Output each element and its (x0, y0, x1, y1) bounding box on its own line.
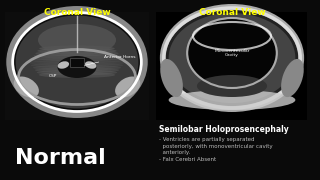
Ellipse shape (58, 61, 69, 69)
Ellipse shape (33, 65, 121, 71)
Ellipse shape (16, 15, 139, 109)
Ellipse shape (39, 72, 115, 78)
Ellipse shape (37, 69, 117, 75)
Bar (70, 58, 84, 67)
Ellipse shape (33, 53, 121, 59)
Ellipse shape (35, 50, 119, 56)
Ellipse shape (169, 13, 295, 103)
Text: Coronal View: Coronal View (44, 8, 110, 17)
Ellipse shape (85, 61, 96, 69)
Ellipse shape (38, 24, 116, 56)
Ellipse shape (14, 76, 39, 98)
Ellipse shape (39, 46, 115, 51)
Ellipse shape (31, 55, 123, 61)
Ellipse shape (166, 10, 298, 106)
Ellipse shape (37, 48, 117, 54)
Ellipse shape (160, 59, 183, 97)
Ellipse shape (188, 19, 276, 87)
Ellipse shape (115, 76, 140, 98)
Bar (156, 12, 307, 120)
Text: Semilobar Holoprosencephaly: Semilobar Holoprosencephaly (159, 125, 289, 134)
Text: CSP: CSP (48, 74, 57, 78)
Ellipse shape (169, 90, 295, 110)
Ellipse shape (197, 75, 267, 97)
Ellipse shape (29, 60, 125, 66)
Ellipse shape (281, 59, 304, 97)
Text: Normal: Normal (15, 148, 106, 168)
Text: Anterior Horns: Anterior Horns (84, 55, 136, 65)
Text: Monoventricular
Cavity: Monoventricular Cavity (214, 49, 250, 57)
Ellipse shape (29, 57, 124, 64)
Text: - Ventricles are partially separated
  posteriorly, with monoventricular cavity
: - Ventricles are partially separated pos… (159, 137, 273, 162)
Ellipse shape (35, 67, 119, 73)
Bar (5, 12, 149, 120)
Ellipse shape (160, 4, 304, 112)
Ellipse shape (31, 62, 123, 68)
Text: Coronal View: Coronal View (199, 8, 265, 17)
Ellipse shape (58, 56, 97, 78)
